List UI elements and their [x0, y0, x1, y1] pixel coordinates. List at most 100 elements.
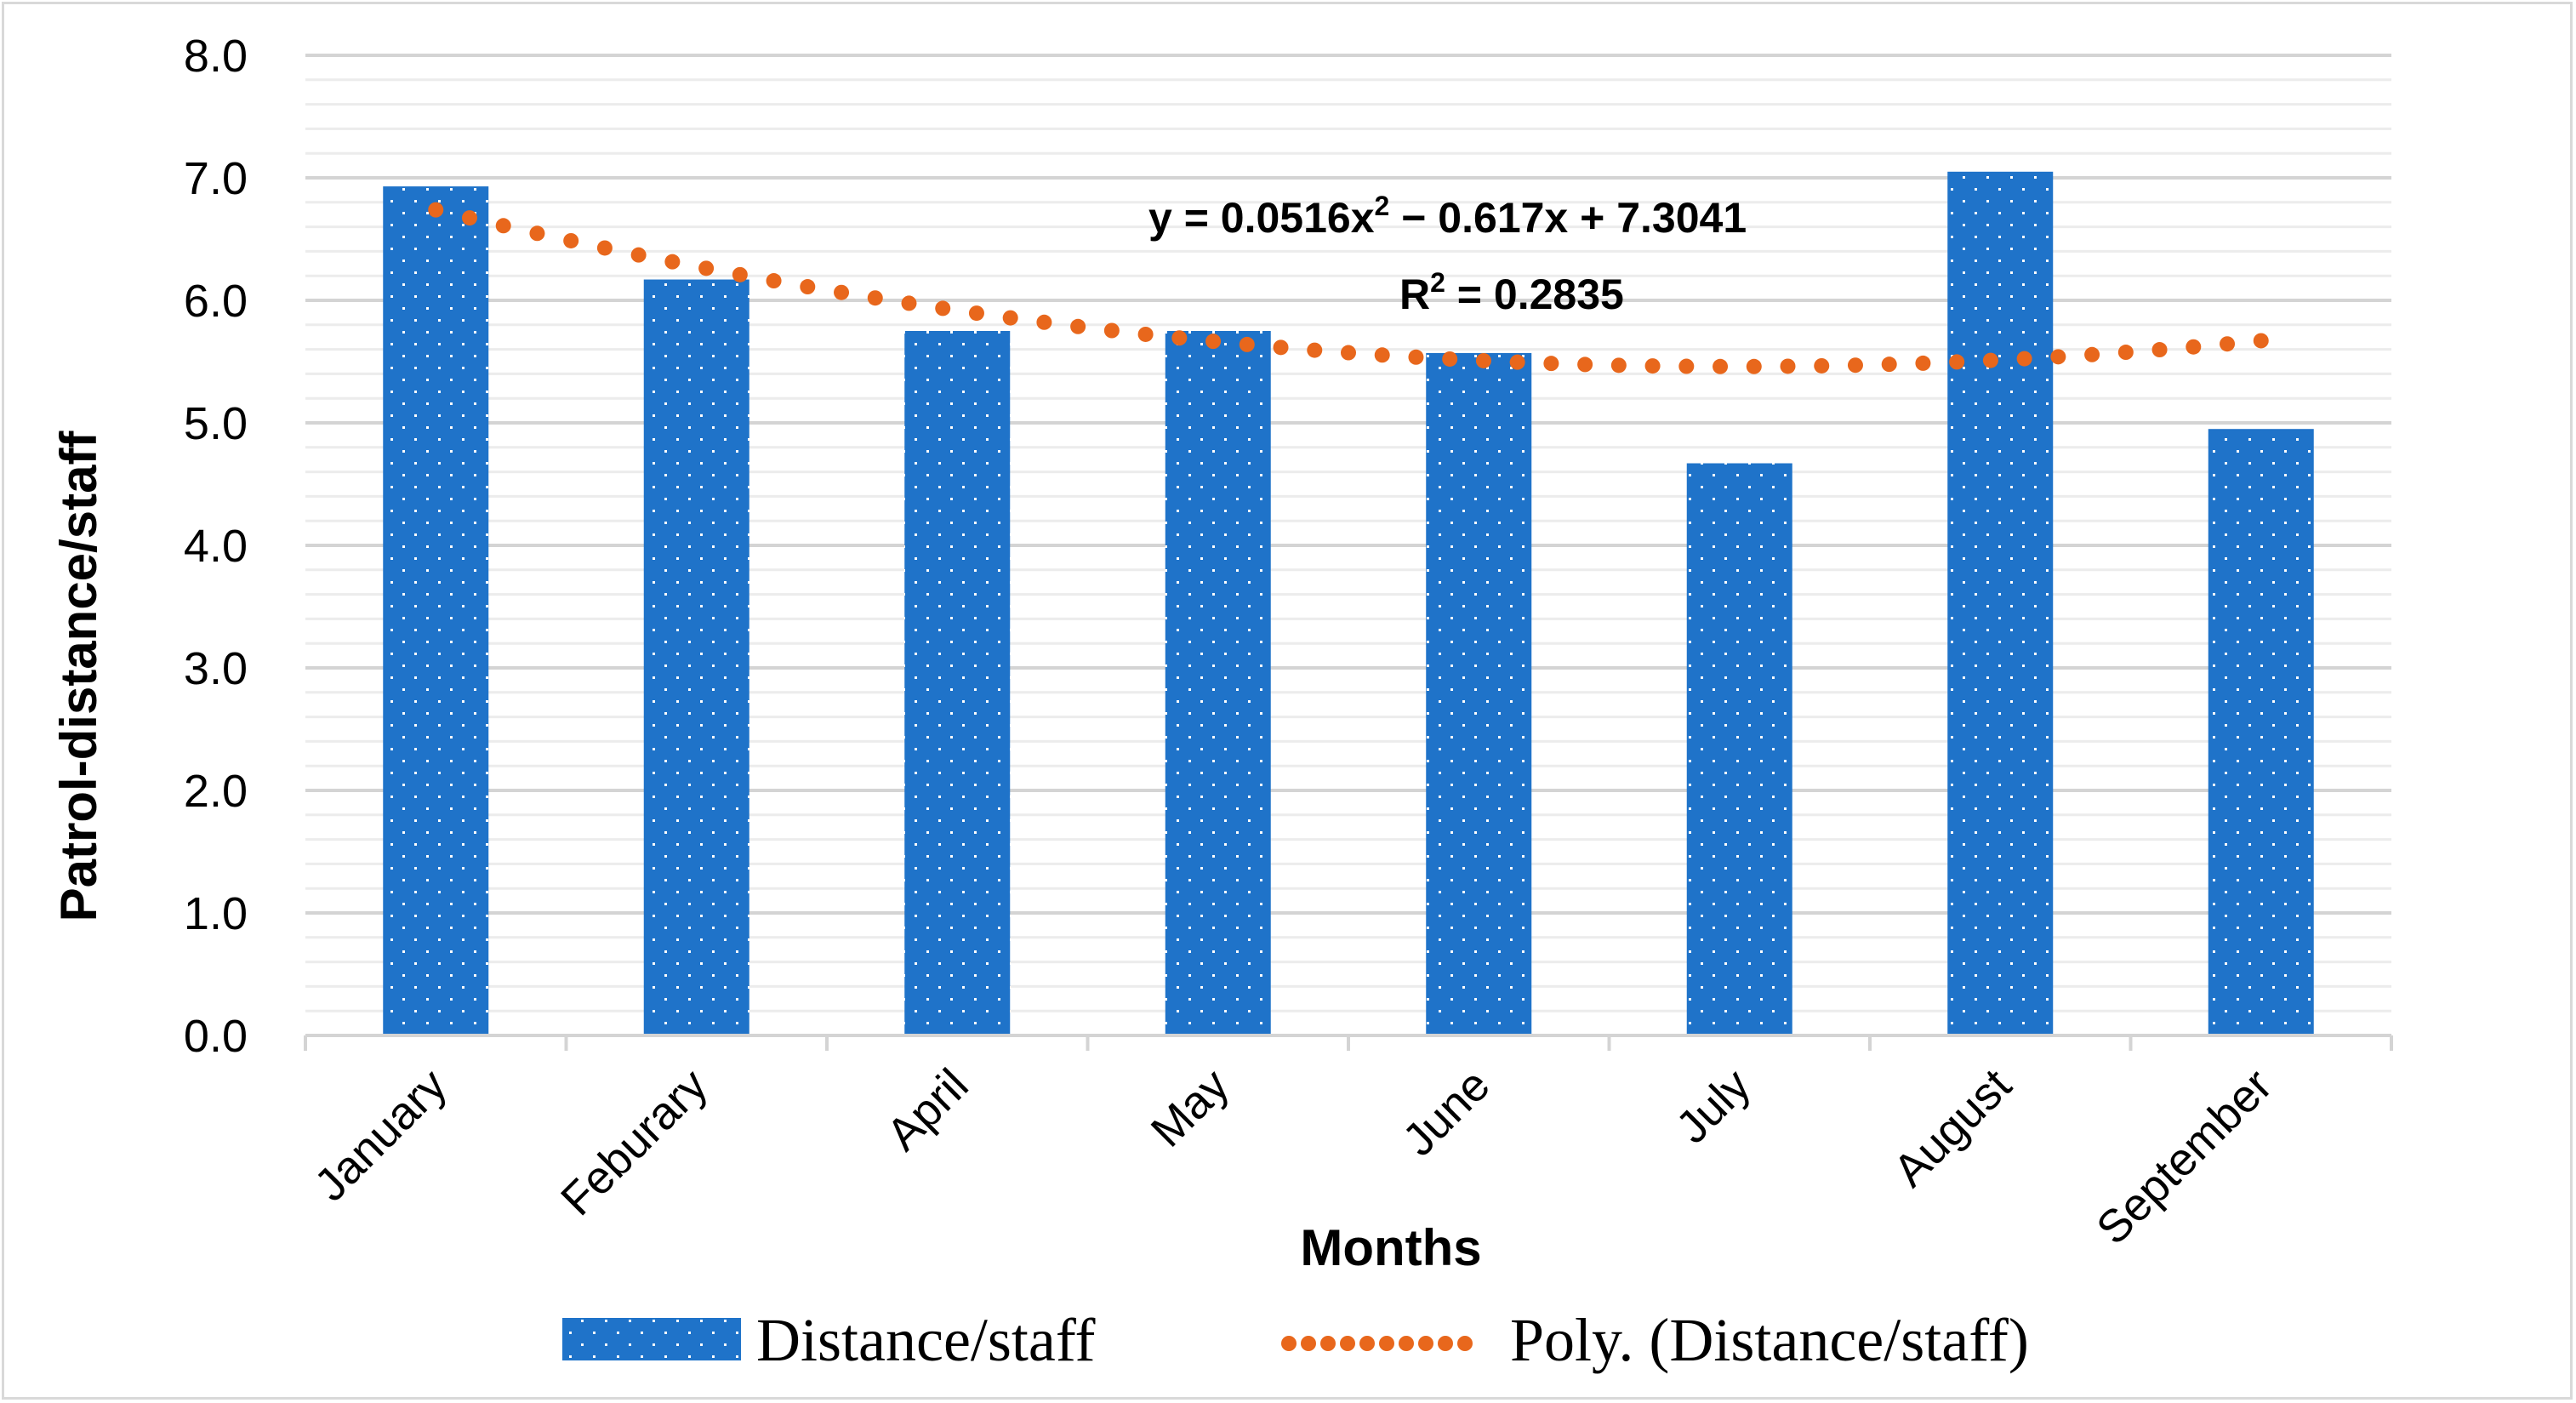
trendline-dot — [1307, 342, 1323, 358]
legend-trendline-dot — [1340, 1336, 1355, 1351]
trendline-dot — [1002, 310, 1018, 326]
trendline-dot — [1814, 357, 1830, 374]
trendline-dot — [867, 290, 883, 306]
trendline-dot — [1949, 354, 1965, 370]
x-axis — [304, 1034, 2393, 1051]
trendline-dot — [800, 279, 816, 295]
y-tick-label: 8.0 — [184, 31, 248, 82]
legend-trendline-dot — [1301, 1336, 1316, 1351]
bar-chart: 0.0 1.0 2.0 3.0 4.0 5.0 6.0 7.0 8.0 January Febur… — [50, 31, 2393, 1374]
bar — [1947, 171, 2054, 1036]
bar — [1165, 331, 1271, 1035]
trendline-dot — [1780, 358, 1796, 374]
trendline-dot — [1341, 345, 1356, 361]
trendline-dot — [2253, 333, 2269, 349]
x-axis-title: Months — [1300, 1219, 1481, 1276]
trendline-dot — [1915, 355, 1931, 371]
trendline-dot — [698, 260, 715, 277]
trendline — [428, 202, 2269, 374]
trendline-dot — [1239, 336, 1255, 352]
y-tick-label: 2.0 — [184, 766, 248, 817]
bar-series — [383, 171, 2314, 1036]
legend-label-bar: Distance/staff — [756, 1306, 1096, 1374]
trendline-dot — [1273, 339, 1289, 356]
trendline-dot — [664, 254, 681, 270]
legend: Distance/staff Poly. (Distance/staff) — [562, 1306, 2029, 1374]
trendline-dot — [1746, 358, 1762, 374]
y-tick-label: 6.0 — [184, 276, 248, 327]
legend-trendline-dot — [1457, 1336, 1473, 1351]
bar — [383, 186, 489, 1035]
legend-trendline-dot — [1281, 1336, 1297, 1351]
trendline-dot — [529, 225, 545, 242]
trendline-dot — [1543, 356, 1559, 372]
legend-swatch-bar — [562, 1318, 741, 1360]
trendline-dot — [1103, 322, 1120, 339]
legend-trendline-dot — [1438, 1336, 1453, 1351]
bar — [1686, 463, 1792, 1035]
x-category-label: May — [1142, 1059, 1240, 1157]
trendline-dot — [901, 295, 917, 311]
trendline-dot — [2151, 342, 2168, 358]
y-tick-label: 0.0 — [184, 1011, 248, 1062]
y-tick-label: 4.0 — [184, 521, 248, 572]
trendline-dot — [2050, 349, 2066, 365]
major-gridlines — [305, 54, 2391, 915]
trendline-dot — [1577, 356, 1593, 373]
x-category-label: January — [305, 1059, 456, 1211]
legend-label-trendline: Poly. (Distance/staff) — [1510, 1306, 2029, 1374]
trendline-dot — [1881, 356, 1897, 373]
trendline-dot — [1205, 334, 1222, 350]
x-category-label: June — [1393, 1059, 1500, 1166]
x-category-label: August — [1884, 1059, 2020, 1196]
bar — [2208, 429, 2314, 1035]
legend-trendline-dot — [1418, 1336, 1433, 1351]
trendline-dot — [1678, 358, 1695, 374]
y-tick-label: 5.0 — [184, 398, 248, 449]
trendline-dot — [1137, 326, 1154, 342]
trendline-dot — [563, 232, 579, 248]
trendline-dot — [732, 266, 748, 282]
y-tick-label: 7.0 — [184, 153, 248, 204]
trendline-dot — [428, 202, 444, 218]
trendline-dot — [834, 284, 850, 300]
legend-trendline-dot — [1399, 1336, 1414, 1351]
y-axis-title: Patrol-distance/staff — [50, 431, 107, 922]
trendline-dot — [968, 305, 984, 322]
trendline-dot — [1982, 352, 1998, 368]
trendline-dot — [1509, 354, 1525, 370]
trendline-dot — [935, 300, 951, 317]
x-category-label: Feburary — [551, 1059, 717, 1225]
trendline-dot — [1070, 318, 1086, 334]
trendline-dot — [2117, 345, 2134, 361]
x-axis-category-labels: January Feburary April May June July August Sep… — [305, 1059, 2282, 1254]
trendline-dot — [766, 273, 782, 289]
trendline-dot — [2220, 336, 2236, 352]
trendline-dot — [596, 240, 613, 256]
trendline-dot — [1036, 314, 1052, 330]
trendline-dot — [1610, 357, 1627, 374]
y-tick-label: 1.0 — [184, 888, 248, 939]
bar — [1426, 352, 1532, 1035]
legend-trendline-dot — [1320, 1336, 1336, 1351]
trendline-r-squared: R2 = 0.2835 — [1399, 267, 1624, 318]
bar — [643, 279, 749, 1035]
x-category-label: April — [877, 1059, 978, 1161]
trendline-dot — [1847, 357, 1863, 374]
legend-swatch-trendline — [1281, 1336, 1473, 1351]
trendline-dot — [1408, 349, 1424, 365]
trendline-equation: y = 0.0516x2 − 0.617x + 7.3041 — [1148, 191, 1747, 242]
trendline-dot — [2016, 351, 2032, 367]
trendline-dot — [1442, 351, 1458, 367]
trendline-dot — [1171, 330, 1188, 346]
y-tick-label: 3.0 — [184, 643, 248, 694]
trendline-dot — [495, 218, 511, 234]
bar — [904, 331, 1011, 1035]
x-category-label: September — [2087, 1059, 2282, 1254]
trendline-dot — [2084, 346, 2100, 362]
trendline-dot — [461, 210, 477, 226]
trendline-dot — [630, 247, 647, 263]
trendline-dot — [1475, 352, 1491, 368]
trendline-dot — [1374, 347, 1390, 363]
